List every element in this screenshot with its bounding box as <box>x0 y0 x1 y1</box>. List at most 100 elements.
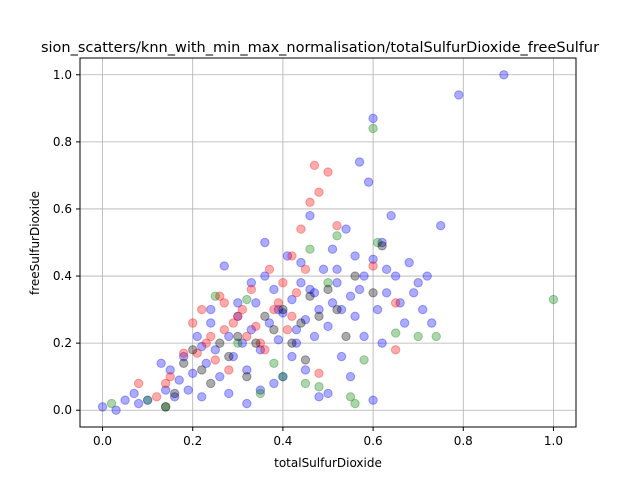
scatter-point <box>296 278 306 288</box>
scatter-point <box>210 345 220 355</box>
scatter-point <box>233 338 243 348</box>
scatter-point <box>404 257 414 268</box>
scatter-point <box>422 271 432 281</box>
scatter-point <box>201 338 211 348</box>
y-tick-label: 0.6 <box>53 202 72 216</box>
scatter-point <box>291 338 302 348</box>
scatter-point <box>305 284 315 295</box>
scatter-point <box>300 264 311 275</box>
scatter-point <box>264 318 275 328</box>
scatter-point <box>160 378 171 389</box>
scatter-point <box>179 358 189 368</box>
x-tick-label: 0.4 <box>273 434 292 448</box>
scatter-point <box>359 355 369 365</box>
scatter-point <box>133 398 144 409</box>
scatter-point <box>499 70 509 80</box>
scatter-point <box>106 398 117 409</box>
scatter-point <box>399 318 410 328</box>
scatter-point <box>237 304 248 315</box>
y-tick-label: 0.0 <box>53 403 72 417</box>
scatter-point <box>233 311 243 321</box>
scatter-point <box>224 351 234 362</box>
scatter-point <box>219 298 229 308</box>
x-tick-label: 0.6 <box>364 434 383 448</box>
scatter-point <box>242 371 252 382</box>
scatter-point <box>210 355 220 365</box>
scatter-point <box>427 318 437 328</box>
scatter-point <box>273 335 284 345</box>
scatter-point <box>431 331 441 342</box>
scatter-point <box>278 278 288 288</box>
scatter-point <box>377 338 387 348</box>
scatter-point <box>291 325 302 335</box>
scatter-point <box>296 224 306 234</box>
scatter-point <box>359 271 369 281</box>
scatter-point <box>255 388 266 399</box>
scatter-point <box>314 368 324 379</box>
plot-frame <box>79 57 577 428</box>
scatter-point <box>323 167 333 177</box>
scatter-point <box>260 311 270 321</box>
scatter-point <box>377 237 387 248</box>
scatter-point <box>300 378 311 389</box>
scatter-point <box>133 378 144 389</box>
scatter-point <box>345 392 356 402</box>
y-tick-label: 0.4 <box>53 269 72 283</box>
scatter-point <box>219 325 229 335</box>
scatter-point <box>323 321 333 332</box>
scatter-point <box>305 210 315 221</box>
scatter-point <box>314 304 324 315</box>
scatter-point <box>332 304 342 315</box>
scatter-point <box>260 345 270 355</box>
scatter-point <box>300 365 311 375</box>
x-tick-label: 1.0 <box>544 434 563 448</box>
scatter-point <box>273 298 284 308</box>
y-tick-label: 0.8 <box>53 135 72 149</box>
y-axis-label: freeSulfurDioxide <box>28 191 42 295</box>
scatter-point <box>179 348 189 358</box>
scatter-point <box>269 284 279 295</box>
scatter-point <box>282 251 293 261</box>
scatter-point <box>251 338 261 348</box>
scatter-point <box>436 221 446 231</box>
scatter-point <box>129 388 139 399</box>
scatter-point <box>327 244 338 254</box>
scatter-point <box>206 304 216 315</box>
scatter-point <box>210 291 220 301</box>
scatter-point <box>287 294 297 305</box>
scatter-point <box>120 395 130 405</box>
scatter-point <box>269 358 279 368</box>
scatter-point <box>278 371 288 382</box>
scatter-point <box>278 371 288 382</box>
scatter-point <box>237 338 248 348</box>
scatter-point <box>309 331 320 342</box>
scatter-point <box>197 365 207 375</box>
scatter-point <box>215 291 225 301</box>
scatter-point <box>179 351 189 362</box>
scatter-point <box>548 294 559 305</box>
scatter-point <box>368 123 378 134</box>
scatter-point <box>300 314 311 325</box>
scatter-point <box>287 311 297 321</box>
scatter-point <box>188 368 198 379</box>
scatter-point <box>327 298 338 308</box>
scatter-point <box>278 304 288 315</box>
scatter-point <box>242 365 252 375</box>
scatter-point <box>278 308 288 318</box>
scatter-point <box>314 382 324 392</box>
scatter-point <box>255 338 266 348</box>
scatter-point <box>228 351 239 362</box>
x-axis-label: totalSulfurDioxide <box>274 456 382 470</box>
data-points <box>97 70 559 415</box>
scatter-point <box>269 304 279 315</box>
scatter-point <box>174 375 184 385</box>
scatter-point <box>417 304 428 315</box>
scatter-point <box>363 177 374 187</box>
scatter-point <box>260 271 270 281</box>
scatter-point <box>309 160 320 171</box>
chart-title: sion_scatters/knn_with_min_max_normalisa… <box>41 40 599 56</box>
scatter-point <box>206 378 216 389</box>
scatter-point <box>359 331 369 342</box>
scatter-point <box>305 291 315 301</box>
scatter-point <box>160 402 171 412</box>
